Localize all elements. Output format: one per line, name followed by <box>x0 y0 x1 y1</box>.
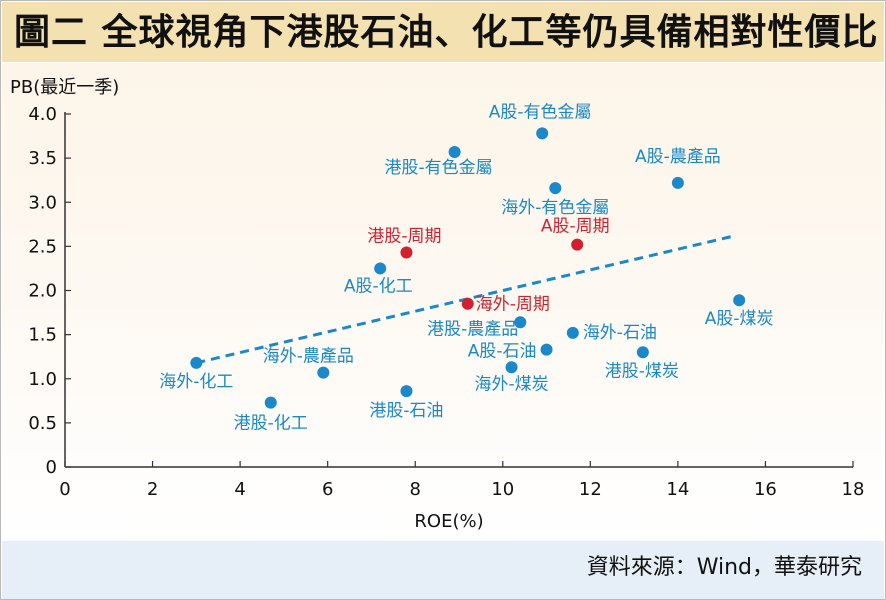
x-tick-label: 18 <box>842 479 865 500</box>
x-axis-label: ROE(%) <box>414 511 483 532</box>
data-point-label: 海外-石油 <box>583 323 657 343</box>
data-point-label: 海外-有色金屬 <box>501 198 609 218</box>
data-point-label: 港股-化工 <box>234 414 308 434</box>
data-point-label: A股-石油 <box>468 342 537 362</box>
data-point-label: 海外-煤炭 <box>474 374 548 394</box>
data-point <box>566 326 579 339</box>
data-point <box>264 396 277 409</box>
data-point-label: 港股-有色金屬 <box>385 158 493 178</box>
data-point <box>505 361 518 374</box>
chart-title: 圖二 全球視角下港股石油、化工等仍具備相對性價比 <box>14 11 879 53</box>
data-point <box>733 294 746 307</box>
x-tick-label: 16 <box>754 479 777 500</box>
data-point-label: 海外-化工 <box>159 372 233 392</box>
data-point <box>636 346 649 359</box>
x-tick-label: 14 <box>666 479 689 500</box>
footer-bar: 資料來源：Wind，華泰研究 <box>2 541 884 599</box>
y-tick-label: 2.5 <box>28 236 57 257</box>
title-bar: 圖二 全球視角下港股石油、化工等仍具備相對性價比 <box>2 2 884 62</box>
data-point-label: 海外-農產品 <box>263 347 354 367</box>
x-tick-label: 4 <box>234 479 245 500</box>
x-tick-label: 10 <box>491 479 514 500</box>
y-tick-label: 2.0 <box>28 281 57 302</box>
data-point <box>671 176 684 189</box>
data-point <box>549 182 562 195</box>
y-tick-label: 3.5 <box>28 148 57 169</box>
y-tick-label: 0 <box>46 457 57 478</box>
data-point <box>514 316 527 329</box>
y-tick-label: 0.5 <box>28 413 57 434</box>
x-tick-label: 2 <box>147 479 158 500</box>
data-point-label: A股-農產品 <box>635 147 721 167</box>
data-point <box>190 356 203 369</box>
data-point <box>374 262 387 275</box>
data-point <box>400 385 413 398</box>
data-point <box>536 127 549 140</box>
data-point <box>317 366 330 379</box>
data-point-label: A股-有色金屬 <box>489 102 592 122</box>
y-tick-label: 4.0 <box>28 104 57 125</box>
x-tick-label: 8 <box>409 479 420 500</box>
y-tick-label: 1.0 <box>28 369 57 390</box>
data-point <box>540 343 553 356</box>
x-tick-label: 6 <box>322 479 333 500</box>
data-point-label: A股-周期 <box>541 217 610 237</box>
data-point <box>448 145 461 158</box>
data-point-label: 港股-石油 <box>369 401 443 421</box>
x-tick-label: 0 <box>59 479 70 500</box>
data-point-label: 港股-周期 <box>367 227 441 247</box>
data-point-label: 海外-周期 <box>476 295 550 315</box>
y-axis-label: PB(最近一季) <box>10 77 119 98</box>
data-point-label: 港股-農產品 <box>427 319 518 339</box>
data-point-label: A股-化工 <box>344 276 413 296</box>
source-note: 資料來源：Wind，華泰研究 <box>586 555 862 580</box>
y-tick-label: 3.0 <box>28 192 57 213</box>
data-point <box>571 238 584 251</box>
data-point <box>400 246 413 259</box>
data-point-label: A股-煤炭 <box>705 309 774 329</box>
y-tick-label: 1.5 <box>28 325 57 346</box>
data-point <box>461 297 474 310</box>
data-point-label: 港股-煤炭 <box>605 361 679 381</box>
x-tick-label: 12 <box>579 479 602 500</box>
